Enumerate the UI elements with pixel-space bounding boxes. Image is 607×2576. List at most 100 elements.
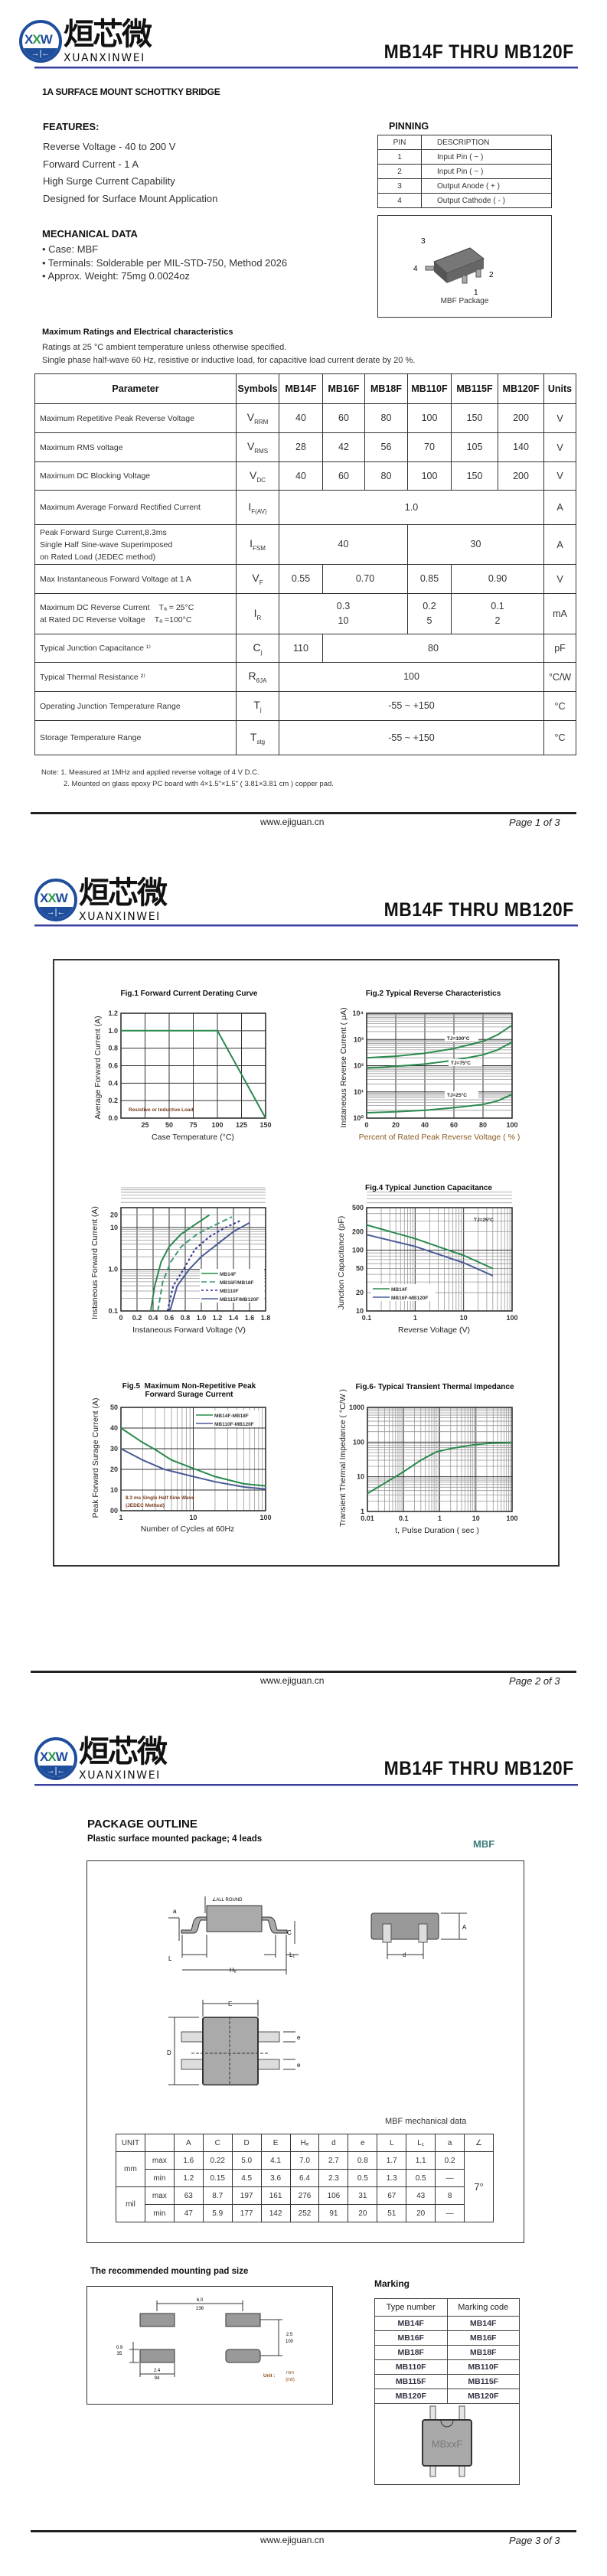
dim-kind: max — [144, 2186, 175, 2205]
fig6-ylabel: Transient Thermal Impedance ( °C/W ) — [338, 1389, 348, 1527]
unit-cell: °C — [543, 691, 576, 721]
y-tick-label: 50 — [356, 1264, 364, 1272]
dim-value: 1.2 — [173, 2169, 204, 2187]
y-tick-label: 20 — [356, 1289, 364, 1296]
ratings-row: Maximum DC Reverse Current Tₐ = 25°C at Ra… — [34, 593, 576, 634]
y-tick-label: 1 — [361, 1508, 364, 1515]
fig5-ylabel: Peak Forward Surage Current (A) — [91, 1397, 100, 1518]
x-tick-label: 1.2 — [213, 1314, 223, 1322]
pin-label-2: 2 — [489, 271, 494, 279]
features-list: Reverse Voltage - 40 to 200 V Forward Cu… — [43, 139, 217, 207]
gridlines — [367, 1407, 513, 1512]
dim-value: 1.6 — [173, 2151, 204, 2170]
y-tick-label: 10¹ — [354, 1088, 364, 1096]
dimensions-table: UNIT A C D E Hₑ d e L L₁ a ∠ mm max 1.6 0.22 5.0 4.1 7.0 2.… — [116, 2134, 494, 2222]
parameter-text: Maximum RMS voltage — [40, 442, 123, 452]
fig5-xlabel: Number of Cycles at 60Hz — [140, 1524, 235, 1534]
y-tick-label: 50 — [110, 1404, 118, 1411]
series-label: TJ=75°C — [451, 1060, 471, 1066]
value-cell: 100 — [279, 662, 544, 692]
document-title: MB14F THRU MB120F — [383, 41, 574, 63]
document-title: MB14F THRU MB120F — [383, 899, 574, 921]
parameter-cell: Typical Thermal Resistance ²⁾ — [34, 662, 237, 692]
symbol-main: V — [246, 440, 255, 453]
dim-row: mil max 63 8.7 197 161 276 106 31 67 43 8 — [116, 2186, 494, 2222]
value-text: 100 — [421, 470, 438, 481]
legend-label: MB14F-MB18F — [214, 1414, 249, 1419]
value-text: 60 — [338, 470, 349, 481]
pin-description: Output Anode ( + ) — [421, 178, 552, 194]
value-cell: 60 — [322, 461, 365, 491]
dim-value: 4.5 — [231, 2169, 262, 2187]
unit-cell: A — [543, 490, 576, 525]
dim-l: L — [168, 1955, 172, 1962]
fig1-plot: 25 50 75 100 125 150 0.0 0.2 0.4 0.6 0.8 1.0 1.2 Resi… — [108, 1009, 271, 1129]
marking-code: MB110F — [446, 2359, 520, 2375]
ratings-row: Peak Forward Surge Current,8.3ms Single H… — [34, 524, 576, 565]
parameter-cell: Maximum Average Forward Rectified Curren… — [34, 490, 237, 525]
dim-col-header: E — [260, 2134, 291, 2152]
value-cell: 200 — [498, 403, 544, 433]
parameter-cell: Maximum RMS voltage — [34, 432, 237, 462]
ratings-row: Maximum DC Blocking Voltage VDC 40 60 80 100 1… — [34, 461, 576, 491]
plot-border — [367, 1407, 513, 1512]
x-tick-label: 0.6 — [165, 1314, 175, 1322]
plot-border — [120, 1012, 266, 1119]
footer-url[interactable]: www.ejiguan.cn — [260, 1675, 325, 1686]
type-number: MB110F — [374, 2359, 448, 2375]
x-tick-label: 1 — [119, 1514, 122, 1521]
column-header: Parameter — [34, 373, 237, 404]
y-tick-label: 500 — [352, 1204, 364, 1211]
fig1-ylabel: Average Forward Current (A) — [93, 1016, 103, 1120]
chart-annotation: Resistive or Inductive Load — [129, 1107, 194, 1113]
symbol-cell: Cj — [236, 634, 279, 663]
x-tick-label: 10 — [472, 1515, 480, 1522]
fig4-plot: 0.1 1 10 100 10 20 50 100 200 500 MB14F MB16F-MB120… — [352, 1192, 518, 1322]
logo-english-name: XUANXINWEI — [79, 911, 161, 923]
series-line-1 — [366, 1224, 494, 1270]
marking-image-box: MBxxF — [374, 2403, 520, 2485]
value-text: 0.90 — [488, 573, 507, 584]
top-view-drawing: E D e e — [167, 2000, 301, 2085]
series-label: TJ=100°C — [447, 1035, 470, 1042]
symbol-cell: Tstg — [236, 720, 279, 755]
symbol-main: C — [253, 641, 261, 654]
parameter-text: Typical Junction Capacitance ¹⁾ — [40, 644, 151, 653]
charts-frame — [53, 959, 560, 1567]
symbol-subscript: F — [259, 579, 263, 586]
pad-unit-mm: mm — [286, 2371, 294, 2375]
dim-unit: mm — [116, 2151, 145, 2187]
unit-cell: V — [543, 461, 576, 491]
dim-kind: min — [144, 2204, 175, 2222]
y-tick-label: 1000 — [349, 1404, 364, 1411]
symbol-subscript: RRM — [254, 418, 269, 426]
symbol-cell: VRMS — [236, 432, 279, 462]
mechanical-heading: MECHANICAL DATA — [42, 228, 138, 240]
x-tick-label: 25 — [141, 1121, 148, 1129]
footer-url[interactable]: www.ejiguan.cn — [260, 817, 325, 827]
dim-col-header: e — [348, 2134, 378, 2152]
value-cell: 80 — [322, 634, 544, 663]
side-view-drawing: ∠ALL ROUND a C L L₁ Hₑ — [168, 1896, 299, 1974]
y-tick-label: 0.6 — [108, 1062, 118, 1070]
y-tick-label: 0.0 — [108, 1114, 118, 1122]
footer-url[interactable]: www.ejiguan.cn — [260, 2535, 325, 2545]
symbol-cell: VDC — [236, 461, 279, 491]
value-text: 30 — [470, 539, 481, 549]
fig2-xlabel: Percent of Rated Peak Reverse Voltage ( … — [358, 1133, 521, 1142]
value-cell: 100 — [407, 403, 452, 433]
fig2-title: Fig.2 Typical Reverse Characteristics — [365, 990, 501, 998]
symbol-main: V — [252, 572, 259, 585]
ratings-line: Single phase half-wave 60 Hz, resistive … — [42, 356, 416, 365]
dim-unit: mil — [116, 2186, 145, 2222]
marking-row: MB18F MB18F — [374, 2345, 520, 2360]
series-line-1 — [367, 1441, 513, 1495]
series-line-3 — [166, 1219, 242, 1312]
dim-value: 5.9 — [202, 2204, 233, 2222]
marking-code: MB120F — [446, 2389, 520, 2404]
pin-description: Output Cathode ( - ) — [421, 193, 552, 208]
series-line-1 — [120, 1427, 266, 1487]
dim-value: 20 — [348, 2204, 378, 2222]
unit-cell: pF — [543, 634, 576, 663]
dim-value: 0.2 — [435, 2151, 465, 2170]
